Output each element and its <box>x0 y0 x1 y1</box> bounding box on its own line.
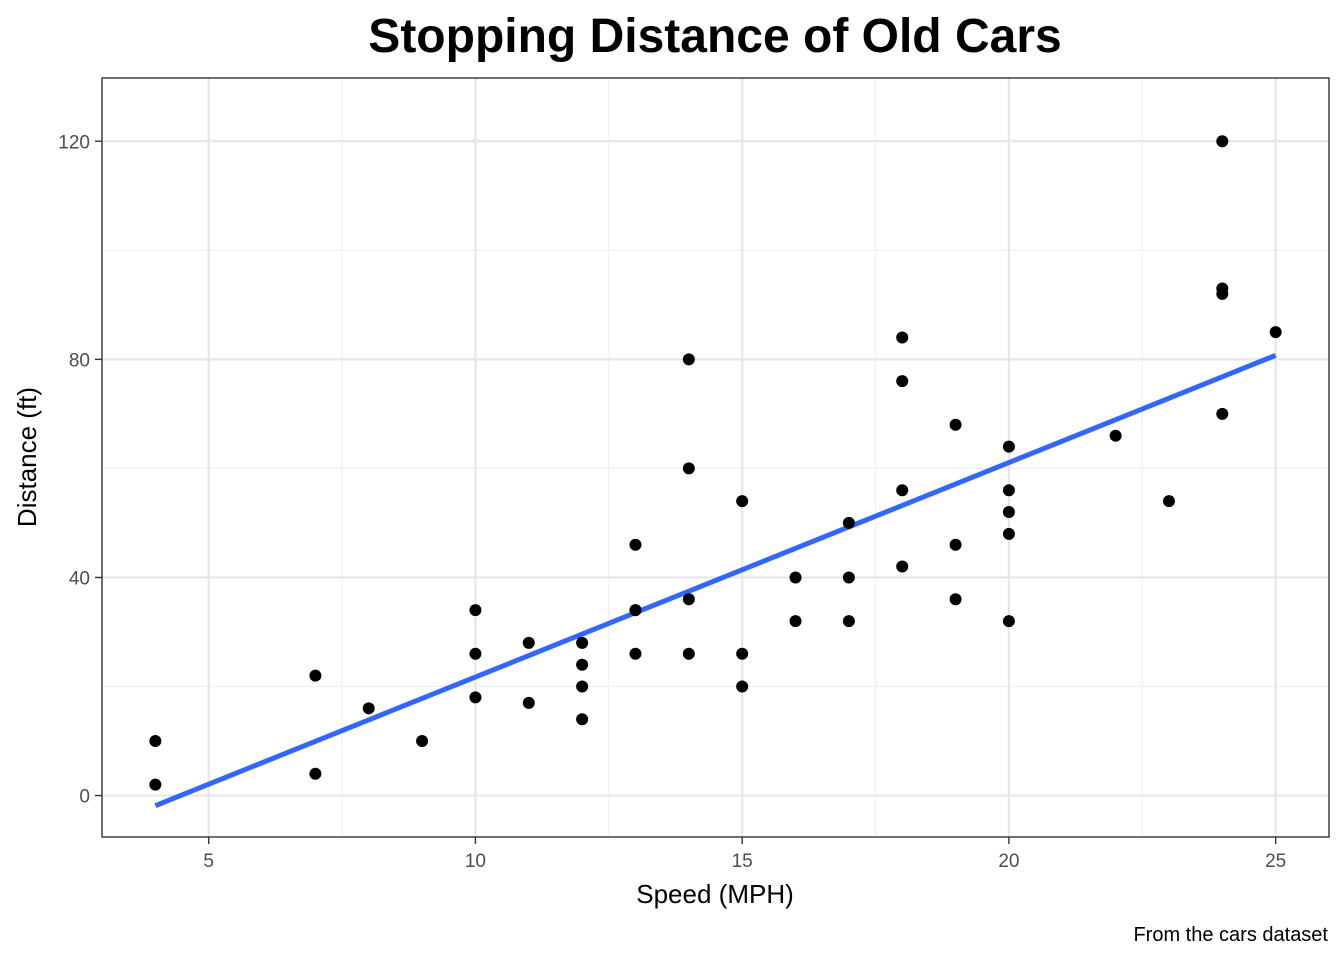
data-point <box>522 696 535 709</box>
data-point <box>362 702 375 715</box>
data-point <box>1216 407 1229 420</box>
data-point <box>1002 440 1015 453</box>
data-point <box>149 778 162 791</box>
grid-lines <box>102 78 1329 837</box>
x-tick-label: 15 <box>732 851 753 872</box>
data-point <box>1216 135 1229 148</box>
data-point <box>469 604 482 617</box>
data-point <box>736 495 749 508</box>
data-point <box>682 462 695 475</box>
data-point <box>1269 326 1282 339</box>
data-point <box>629 647 642 660</box>
data-point <box>896 484 909 497</box>
data-point <box>309 767 322 780</box>
data-point <box>1002 527 1015 540</box>
data-point <box>842 571 855 584</box>
data-point <box>949 538 962 551</box>
panel-border <box>101 77 1330 838</box>
data-point <box>629 604 642 617</box>
data-point <box>1109 429 1122 442</box>
data-point <box>1002 615 1015 628</box>
x-tick-label: 25 <box>1265 851 1286 872</box>
y-axis-label: Distance (ft) <box>12 387 42 527</box>
data-point <box>789 615 802 628</box>
data-point <box>1002 484 1015 497</box>
data-point <box>789 571 802 584</box>
data-point <box>896 331 909 344</box>
data-point <box>842 516 855 529</box>
data-point <box>736 680 749 693</box>
data-point <box>682 353 695 366</box>
data-point <box>576 658 589 671</box>
x-axis-label: Speed (MPH) <box>636 879 794 909</box>
chart-caption: From the cars dataset <box>1133 924 1328 946</box>
chart-title: Stopping Distance of Old Cars <box>368 10 1061 63</box>
y-tick-label: 0 <box>79 787 90 808</box>
data-point <box>576 636 589 649</box>
x-tick-label: 5 <box>203 851 214 872</box>
data-point <box>1216 282 1229 295</box>
data-point <box>842 615 855 628</box>
regression-line-group <box>154 353 1277 808</box>
data-point <box>949 593 962 606</box>
y-axis: 0 40 80 120 <box>58 132 102 808</box>
data-point <box>629 538 642 551</box>
y-tick-label: 120 <box>58 132 90 153</box>
data-point <box>576 713 589 726</box>
y-tick-label: 40 <box>69 568 90 589</box>
data-point <box>469 647 482 660</box>
data-point <box>1002 506 1015 519</box>
data-point <box>682 593 695 606</box>
data-points <box>149 135 1282 791</box>
data-point <box>149 735 162 748</box>
x-tick-label: 20 <box>998 851 1019 872</box>
data-point <box>736 647 749 660</box>
data-point <box>469 691 482 704</box>
x-axis: 5 10 15 20 25 <box>203 837 1286 872</box>
data-point <box>949 418 962 431</box>
data-point <box>1162 495 1175 508</box>
data-point <box>682 647 695 660</box>
data-point <box>522 636 535 649</box>
plot-panel <box>101 77 1330 838</box>
regression-line <box>154 353 1277 808</box>
data-point <box>309 669 322 682</box>
data-point <box>416 735 429 748</box>
y-tick-label: 80 <box>69 350 90 371</box>
data-point <box>576 680 589 693</box>
data-point <box>896 560 909 573</box>
x-tick-label: 10 <box>465 851 486 872</box>
data-point <box>896 375 909 388</box>
